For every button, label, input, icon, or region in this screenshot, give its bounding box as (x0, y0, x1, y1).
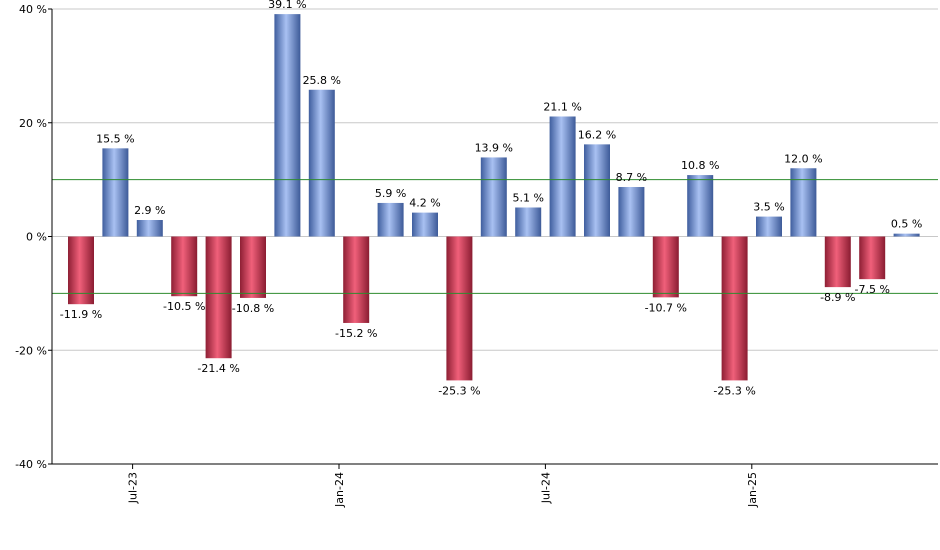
data-label: 4.2 % (409, 197, 440, 210)
bar-positive (756, 216, 782, 237)
bar-negative (68, 236, 94, 305)
data-label: -25.3 % (438, 384, 480, 397)
data-label: 5.1 % (512, 191, 543, 204)
bar-negative (824, 236, 851, 288)
y-tick-label: 20 % (19, 117, 47, 130)
bar-positive (480, 157, 507, 237)
bar-negative (205, 236, 232, 359)
bars (68, 14, 920, 381)
bar-positive (893, 233, 920, 237)
data-label: -10.8 % (232, 302, 274, 315)
data-label: 39.1 % (268, 0, 306, 11)
bar-positive (308, 89, 335, 237)
data-label: 10.8 % (681, 159, 719, 172)
data-label: 3.5 % (753, 201, 784, 214)
data-label: 0.5 % (891, 218, 922, 231)
y-tick-label: 0 % (26, 231, 47, 244)
data-labels: -11.9 % 15.5 % 2.9 % -10.5 % -21.4 % -10.8 % 3… (60, 0, 923, 397)
bar-negative (652, 236, 679, 298)
data-label: -8.9 % (820, 291, 855, 304)
data-label: -7.5 % (854, 283, 889, 296)
data-label: 8.7 % (616, 171, 647, 184)
data-label: 13.9 % (475, 141, 513, 154)
x-tick-label: Jan-24 (333, 472, 346, 508)
bar-positive (790, 168, 817, 237)
bar-positive (136, 220, 163, 237)
bar-positive (584, 144, 610, 237)
bar-positive (549, 116, 576, 237)
bar-negative (446, 236, 473, 381)
x-tick-label: Jul-24 (539, 472, 552, 504)
data-label: -25.3 % (713, 384, 755, 397)
bar-negative (343, 236, 370, 323)
bar-positive (687, 175, 714, 237)
x-tick-label: Jul-23 (127, 472, 140, 504)
y-tick-label: -20 % (15, 344, 47, 357)
y-tick-label: -40 % (15, 458, 47, 471)
data-label: -11.9 % (60, 308, 102, 321)
bar-positive (618, 187, 645, 237)
data-label: -21.4 % (197, 362, 239, 375)
bar-positive (377, 202, 404, 237)
bar-positive (515, 207, 542, 237)
axes: 40 % 20 % 0 % -20 % -40 % Jul-23 Jan-24 Jul-24 J… (15, 3, 938, 508)
data-label: 12.0 % (784, 152, 822, 165)
bar-negative (721, 236, 748, 381)
bar-positive (412, 212, 438, 237)
x-tick-label: Jan-25 (746, 472, 759, 508)
data-label: 15.5 % (96, 132, 134, 145)
data-label: 21.1 % (543, 100, 581, 113)
bar-positive (274, 14, 301, 237)
bar-positive (102, 148, 129, 237)
bar-negative (859, 236, 886, 280)
bar-negative (240, 236, 266, 298)
data-label: -15.2 % (335, 327, 377, 340)
data-label: 5.9 % (375, 187, 406, 200)
bar-negative (171, 236, 198, 297)
data-label: 2.9 % (134, 204, 165, 217)
y-tick-label: 40 % (19, 3, 47, 16)
data-label: 16.2 % (578, 128, 616, 141)
data-label: 25.8 % (303, 74, 341, 87)
data-label: -10.7 % (645, 301, 687, 314)
data-label: -10.5 % (163, 300, 205, 313)
reference-lines (52, 179, 938, 294)
